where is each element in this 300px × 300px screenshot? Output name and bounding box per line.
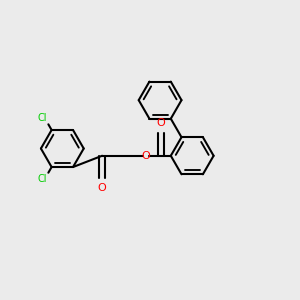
Text: Cl: Cl: [38, 113, 47, 123]
Text: O: O: [142, 151, 151, 161]
Text: O: O: [98, 183, 106, 193]
Text: O: O: [157, 118, 165, 128]
Text: Cl: Cl: [38, 174, 47, 184]
